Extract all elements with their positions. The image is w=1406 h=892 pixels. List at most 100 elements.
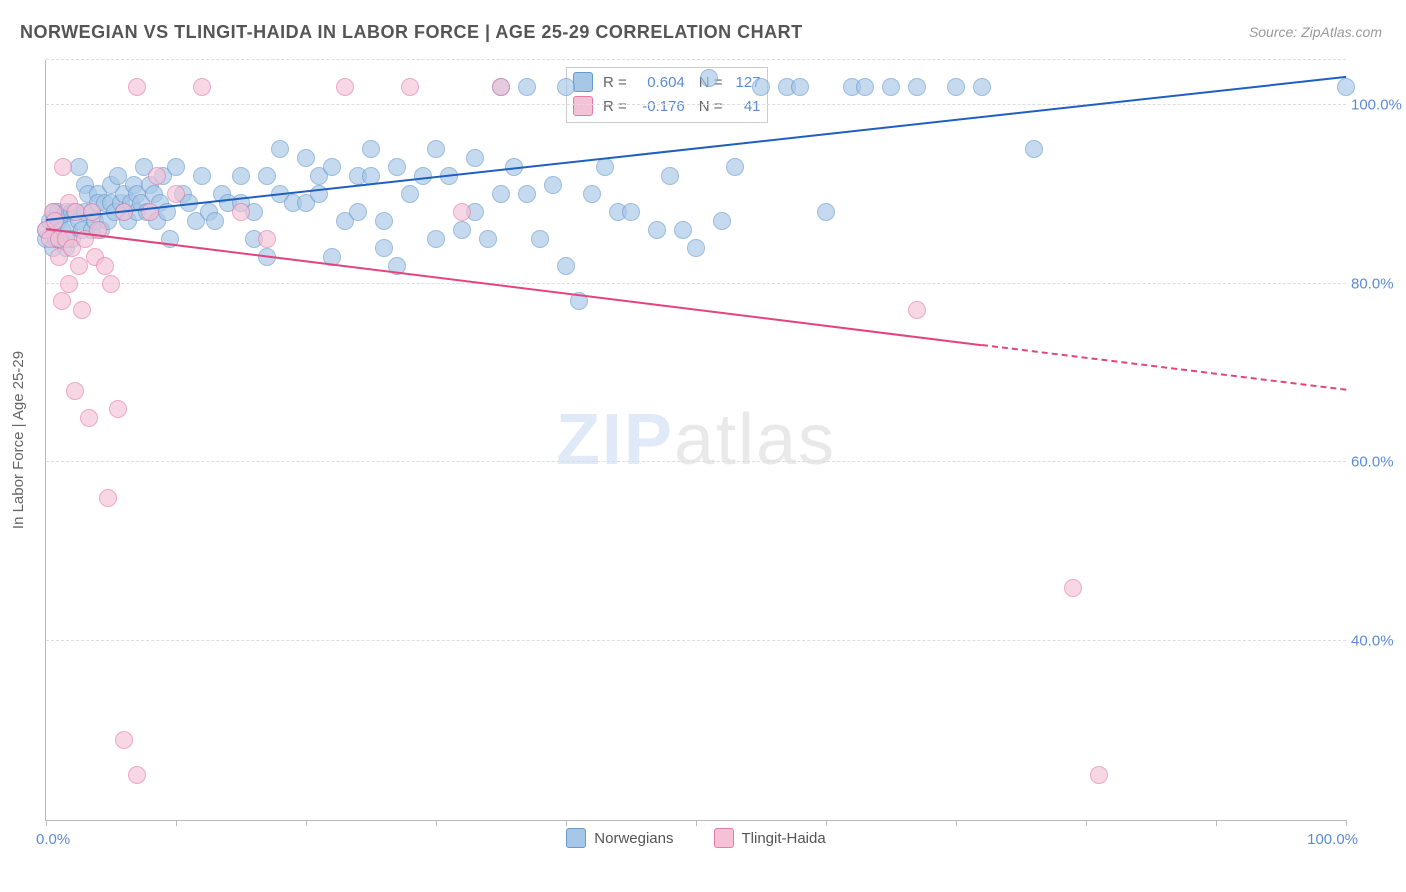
data-point bbox=[99, 489, 117, 507]
data-point bbox=[73, 301, 91, 319]
data-point bbox=[167, 158, 185, 176]
data-point bbox=[882, 78, 900, 96]
data-point bbox=[518, 78, 536, 96]
swatch-norwegians bbox=[573, 72, 593, 92]
r-label: R = bbox=[603, 74, 627, 91]
data-point bbox=[141, 203, 159, 221]
data-point bbox=[817, 203, 835, 221]
data-point bbox=[115, 731, 133, 749]
plot-area: ZIPatlas R = 0.604 N = 127 R = -0.176 N … bbox=[45, 60, 1346, 821]
data-point bbox=[687, 239, 705, 257]
data-point bbox=[336, 78, 354, 96]
data-point bbox=[60, 275, 78, 293]
data-point bbox=[70, 257, 88, 275]
data-point bbox=[297, 149, 315, 167]
legend-label-norwegians: Norwegians bbox=[594, 830, 673, 847]
data-point bbox=[466, 149, 484, 167]
data-point bbox=[258, 167, 276, 185]
data-point bbox=[622, 203, 640, 221]
x-tick bbox=[1086, 820, 1087, 826]
data-point bbox=[583, 185, 601, 203]
y-tick-label: 100.0% bbox=[1351, 96, 1406, 113]
data-point bbox=[258, 230, 276, 248]
watermark-part-2: atlas bbox=[674, 400, 836, 480]
series-legend: Norwegians Tlingit-Haida bbox=[46, 828, 1346, 848]
stats-row-norwegians: R = 0.604 N = 127 bbox=[573, 70, 761, 94]
data-point bbox=[128, 766, 146, 784]
data-point bbox=[453, 221, 471, 239]
data-point bbox=[401, 78, 419, 96]
data-point bbox=[46, 212, 64, 230]
data-point bbox=[908, 301, 926, 319]
n-value-tlingit: 41 bbox=[727, 98, 761, 115]
data-point bbox=[375, 239, 393, 257]
data-point bbox=[232, 167, 250, 185]
trend-line bbox=[982, 344, 1346, 391]
data-point bbox=[492, 78, 510, 96]
data-point bbox=[492, 185, 510, 203]
x-tick bbox=[46, 820, 47, 826]
data-point bbox=[70, 158, 88, 176]
data-point bbox=[1337, 78, 1355, 96]
data-point bbox=[908, 78, 926, 96]
legend-item-tlingit: Tlingit-Haida bbox=[714, 828, 826, 848]
x-tick bbox=[956, 820, 957, 826]
data-point bbox=[388, 158, 406, 176]
data-point bbox=[148, 167, 166, 185]
data-point bbox=[648, 221, 666, 239]
data-point bbox=[973, 78, 991, 96]
data-point bbox=[1090, 766, 1108, 784]
r-value-tlingit: -0.176 bbox=[631, 98, 685, 115]
data-point bbox=[518, 185, 536, 203]
watermark: ZIPatlas bbox=[556, 399, 836, 481]
gridline bbox=[46, 104, 1346, 105]
data-point bbox=[53, 292, 71, 310]
data-point bbox=[661, 167, 679, 185]
gridline bbox=[46, 640, 1346, 641]
y-tick-label: 40.0% bbox=[1351, 633, 1406, 650]
data-point bbox=[453, 203, 471, 221]
trend-line bbox=[46, 228, 982, 346]
data-point bbox=[947, 78, 965, 96]
legend-swatch-tlingit bbox=[714, 828, 734, 848]
data-point bbox=[83, 203, 101, 221]
x-tick bbox=[306, 820, 307, 826]
data-point bbox=[66, 382, 84, 400]
data-point bbox=[375, 212, 393, 230]
data-point bbox=[791, 78, 809, 96]
watermark-part-1: ZIP bbox=[556, 400, 674, 480]
chart-title: NORWEGIAN VS TLINGIT-HAIDA IN LABOR FORC… bbox=[20, 22, 803, 43]
stats-row-tlingit: R = -0.176 N = 41 bbox=[573, 94, 761, 118]
x-tick bbox=[1216, 820, 1217, 826]
data-point bbox=[1064, 579, 1082, 597]
data-point bbox=[596, 158, 614, 176]
x-tick bbox=[826, 820, 827, 826]
gridline bbox=[46, 59, 1346, 60]
data-point bbox=[544, 176, 562, 194]
data-point bbox=[80, 409, 98, 427]
data-point bbox=[674, 221, 692, 239]
data-point bbox=[109, 167, 127, 185]
data-point bbox=[323, 158, 341, 176]
data-point bbox=[232, 203, 250, 221]
data-point bbox=[726, 158, 744, 176]
data-point bbox=[167, 185, 185, 203]
data-point bbox=[128, 78, 146, 96]
data-point bbox=[557, 78, 575, 96]
data-point bbox=[271, 140, 289, 158]
legend-item-norwegians: Norwegians bbox=[566, 828, 673, 848]
x-tick-label-0: 0.0% bbox=[36, 831, 70, 848]
data-point bbox=[752, 78, 770, 96]
data-point bbox=[206, 212, 224, 230]
x-tick bbox=[566, 820, 567, 826]
x-tick bbox=[176, 820, 177, 826]
chart-container: NORWEGIAN VS TLINGIT-HAIDA IN LABOR FORC… bbox=[0, 0, 1406, 892]
data-point bbox=[479, 230, 497, 248]
data-point bbox=[102, 275, 120, 293]
x-tick bbox=[696, 820, 697, 826]
data-point bbox=[427, 230, 445, 248]
source-attribution: Source: ZipAtlas.com bbox=[1249, 24, 1382, 40]
x-tick bbox=[436, 820, 437, 826]
data-point bbox=[109, 400, 127, 418]
y-tick-label: 80.0% bbox=[1351, 275, 1406, 292]
